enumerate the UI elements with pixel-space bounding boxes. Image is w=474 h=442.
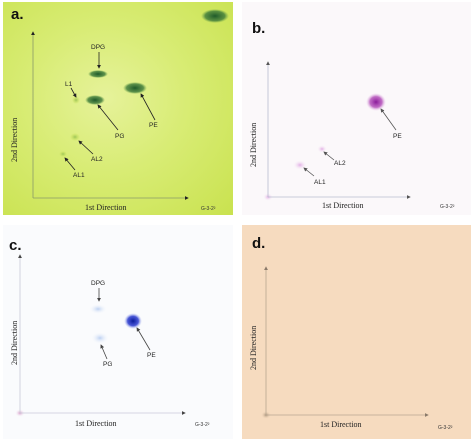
panel-letter-c: c. [9,237,22,254]
label-al2: AL2 [334,160,346,167]
label-dpg: DPG [91,280,105,287]
plate-code: G-3-2² [195,422,210,428]
spot-al2 [317,145,327,153]
spot-l1 [72,96,80,104]
y-axis-label: 2nd Direction [10,321,19,365]
y-axis-label: 2nd Direction [249,123,258,167]
y-axis-label: 2nd Direction [10,118,19,162]
label-al2: AL2 [91,156,103,163]
spot-pe [366,93,386,111]
spot-al1 [59,151,67,157]
spot-pg [85,95,105,105]
plate-code: G-3-2² [438,425,453,431]
spot-dpg [88,70,108,78]
plate-code: G-3-2² [440,204,455,210]
label-al1: AL1 [314,179,326,186]
spot-pg [91,332,109,344]
panel-letter-a: a. [11,6,24,23]
tlc-plate-b: PE AL2 AL1 1st Direction 2nd Direction G… [242,2,471,215]
spot-al1 [293,160,307,170]
label-al1: AL1 [73,172,85,179]
x-axis-label: 1st Direction [320,420,362,429]
tlc-plate-d: 1st Direction 2nd Direction G-3-2² d. [242,225,471,439]
tlc-plate-c: DPG PE PG 1st Direction 2nd Direction G-… [3,225,233,439]
plate-code: G-3-2² [201,206,216,212]
origin-smudge [201,9,229,23]
label-pe: PE [147,352,156,359]
panel-letter-b: b. [252,20,266,37]
spot-pe [124,313,142,329]
x-axis-label: 1st Direction [322,201,364,210]
label-pg: PG [103,361,112,368]
label-dpg: DPG [91,44,105,51]
x-axis-label: 1st Direction [85,203,127,212]
panel-letter-d: d. [252,235,266,252]
spot-dpg [89,304,107,314]
label-l1: L1 [65,81,73,88]
spot-pe [123,82,147,94]
x-axis-label: 1st Direction [75,419,117,428]
label-pe: PE [149,122,158,129]
label-pe: PE [393,133,402,140]
tlc-plate-a: DPG L1 PG PE AL2 AL1 1st Direction 2nd D… [3,2,233,215]
label-pg: PG [115,133,124,140]
y-axis-label: 2nd Direction [249,326,258,370]
spot-al2 [70,133,80,141]
